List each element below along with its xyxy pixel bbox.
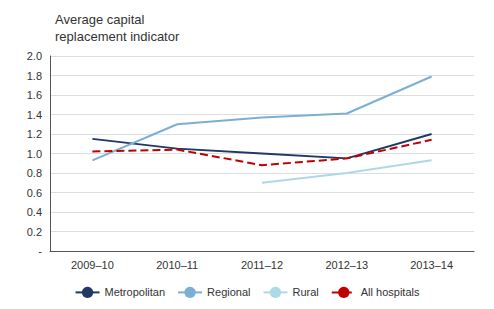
svg-text:All hospitals: All hospitals [361,286,420,298]
svg-text:Regional: Regional [207,286,250,298]
svg-text:2012–13: 2012–13 [325,259,368,271]
svg-text:Metropolitan: Metropolitan [105,286,166,298]
svg-text:replacement indicator: replacement indicator [55,29,180,44]
svg-text:2.0: 2.0 [27,50,42,62]
svg-text:Average capital: Average capital [55,12,144,27]
svg-text:2009–10: 2009–10 [71,259,114,271]
svg-text:0.4: 0.4 [27,206,42,218]
svg-text:1.0: 1.0 [27,148,42,160]
svg-text:-: - [38,245,42,257]
svg-text:1.6: 1.6 [27,89,42,101]
svg-text:0.8: 0.8 [27,167,42,179]
svg-text:0.6: 0.6 [27,187,42,199]
svg-text:1.8: 1.8 [27,70,42,82]
svg-text:2010–11: 2010–11 [156,259,198,271]
svg-text:Rural: Rural [292,286,318,298]
svg-text:1.2: 1.2 [27,128,42,140]
svg-text:2013–14: 2013–14 [410,259,453,271]
svg-text:1.4: 1.4 [27,109,42,121]
svg-text:0.2: 0.2 [27,226,42,238]
svg-text:2011–12: 2011–12 [241,259,283,271]
